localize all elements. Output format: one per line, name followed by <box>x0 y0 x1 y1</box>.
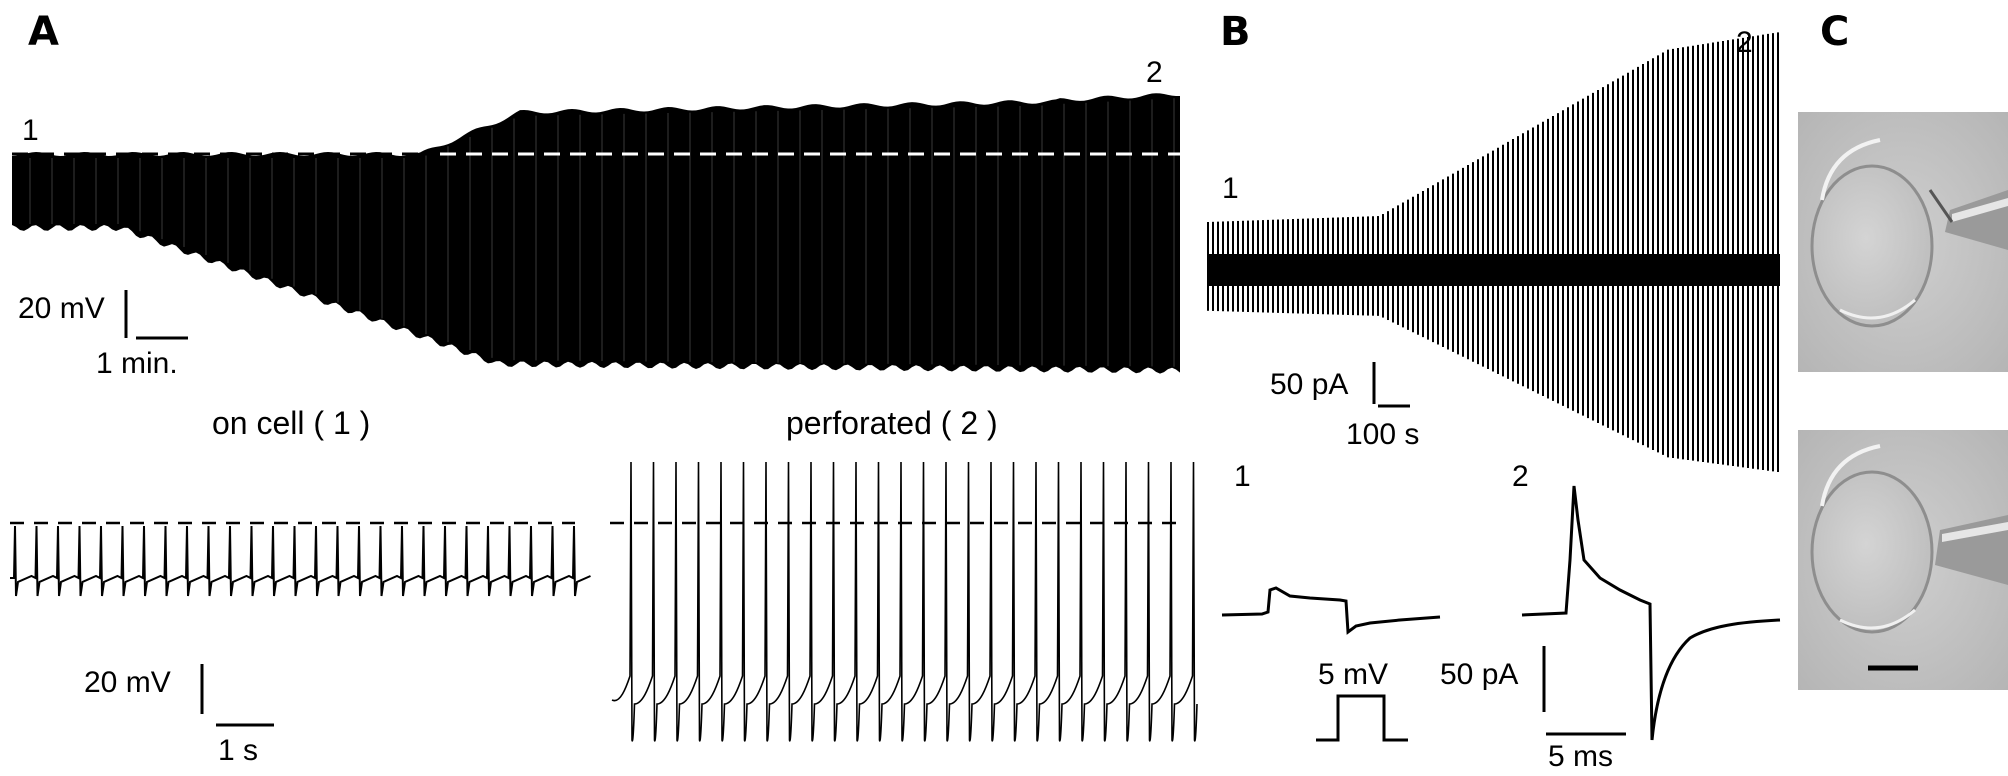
panel-label-a: A <box>28 9 59 55</box>
scale-bar-a-bottom <box>200 664 274 727</box>
response-trace-1 <box>1221 586 1441 635</box>
scale-label-b-time: 100 s <box>1346 418 1419 451</box>
panel-label-b: B <box>1220 9 1251 55</box>
micrograph-bottom <box>1798 430 2008 690</box>
trace-mark-b-1: 1 <box>1222 172 1239 205</box>
scale-label-b-sub-time: 5 ms <box>1548 740 1613 773</box>
scale-label-b-current: 50 pA <box>1270 368 1348 401</box>
scale-label-b-sub-current: 50 pA <box>1440 658 1518 691</box>
sub-mark-b-1: 1 <box>1234 460 1251 493</box>
scale-label-a-time: 1 min. <box>96 347 178 380</box>
scale-label-a-sub-voltage: 20 mV <box>84 666 171 699</box>
trace-mark-a-1: 1 <box>22 114 39 147</box>
perforated-trace <box>611 461 1198 742</box>
sub-mark-b-2: 2 <box>1512 460 1529 493</box>
micrograph-top <box>1798 112 2008 372</box>
long-recording-trace <box>12 93 1180 374</box>
step-label: 5 mV <box>1318 658 1388 691</box>
scale-bar-b-top <box>1372 362 1410 408</box>
subtitle-on-cell: on cell ( 1 ) <box>212 405 370 441</box>
scale-bar-b-bottom <box>1542 646 1626 736</box>
response-trace-2 <box>1521 485 1781 741</box>
subtitle-perforated: perforated ( 2 ) <box>786 405 998 441</box>
voltage-step-protocol <box>1316 694 1408 742</box>
scale-label-a-voltage: 20 mV <box>18 292 105 325</box>
trace-mark-a-2: 2 <box>1146 56 1163 89</box>
current-recording-trace <box>1207 32 1780 473</box>
scale-bar-a-top <box>124 290 188 340</box>
on-cell-trace <box>10 525 591 597</box>
scale-label-a-sub-time: 1 s <box>218 734 258 767</box>
panel-label-c: C <box>1820 9 1849 55</box>
